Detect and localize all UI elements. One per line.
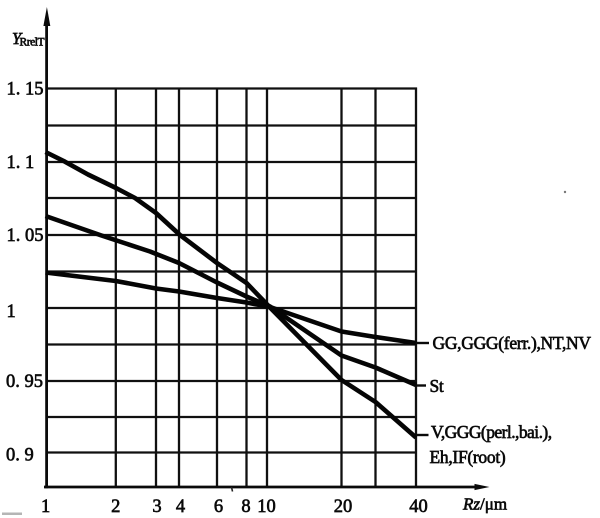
svg-text:V,GGG(perl.,bai.),: V,GGG(perl.,bai.), <box>431 422 552 442</box>
svg-text:20: 20 <box>334 497 353 517</box>
svg-text:10: 10 <box>257 497 276 517</box>
svg-text:RrelT: RrelT <box>20 37 45 49</box>
svg-text:0. 9: 0. 9 <box>6 446 34 466</box>
svg-text:St: St <box>430 376 444 396</box>
svg-text:GG,GGG(ferr.),NT,NV: GG,GGG(ferr.),NT,NV <box>433 333 592 353</box>
svg-text:Y: Y <box>12 29 23 48</box>
svg-text:1. 15: 1. 15 <box>7 80 44 100</box>
svg-text:1: 1 <box>41 497 50 517</box>
svg-text:Eh,IF(root): Eh,IF(root) <box>430 447 506 467</box>
svg-text:8: 8 <box>241 497 250 517</box>
svg-text:1: 1 <box>7 302 16 322</box>
svg-text:Rz/μm: Rz/μm <box>462 495 507 514</box>
svg-text:4: 4 <box>176 497 185 517</box>
svg-text:3: 3 <box>152 497 161 517</box>
svg-text:6: 6 <box>214 497 223 517</box>
svg-text:0. 95: 0. 95 <box>6 372 43 392</box>
svg-text:1. 1: 1. 1 <box>7 153 35 173</box>
svg-text:40: 40 <box>409 497 428 517</box>
svg-text:2: 2 <box>111 497 120 517</box>
svg-text:1. 05: 1. 05 <box>7 226 44 246</box>
